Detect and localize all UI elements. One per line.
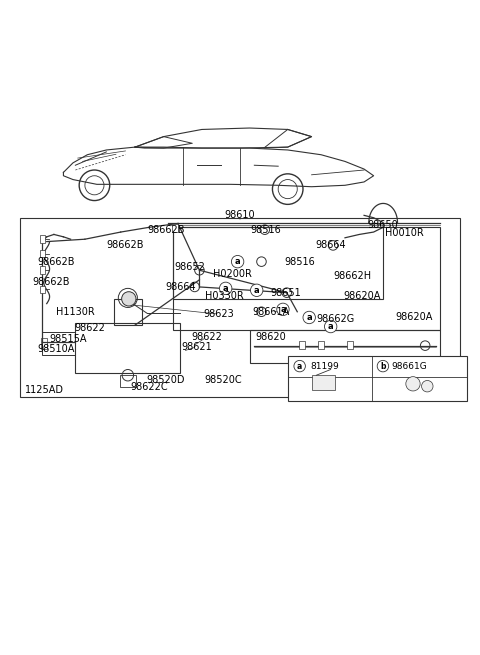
Text: 98662B: 98662B: [37, 257, 75, 267]
Text: H1130R: H1130R: [56, 307, 95, 317]
Text: 98651: 98651: [270, 288, 300, 297]
Bar: [318, 341, 324, 349]
Circle shape: [219, 282, 232, 295]
Bar: [75, 323, 180, 373]
Bar: [39, 235, 45, 243]
Text: 98520C: 98520C: [204, 375, 242, 385]
Text: a: a: [254, 286, 260, 295]
Bar: [39, 286, 45, 293]
Circle shape: [421, 381, 433, 392]
Text: H0200R: H0200R: [214, 269, 252, 279]
Bar: [172, 225, 178, 232]
Text: 98622: 98622: [74, 324, 105, 333]
Text: a: a: [280, 305, 286, 314]
Text: 98610: 98610: [225, 210, 255, 220]
Text: H0330R: H0330R: [205, 291, 244, 301]
Text: a: a: [306, 313, 312, 322]
Text: a: a: [297, 362, 302, 371]
Text: 98621: 98621: [181, 342, 213, 352]
Text: 98650: 98650: [368, 220, 398, 230]
Text: 98620: 98620: [256, 332, 287, 342]
Text: b: b: [380, 362, 385, 371]
Text: 81199: 81199: [311, 362, 339, 371]
Text: H0010R: H0010R: [385, 229, 424, 238]
Text: 98662B: 98662B: [147, 225, 185, 234]
Circle shape: [231, 255, 244, 268]
Bar: [42, 332, 75, 355]
Circle shape: [251, 284, 263, 297]
Text: 98662H: 98662H: [333, 271, 371, 281]
Text: 98661G: 98661G: [392, 362, 427, 371]
Bar: [347, 341, 353, 349]
Circle shape: [406, 377, 420, 391]
Text: 98620A: 98620A: [396, 312, 433, 322]
Circle shape: [277, 303, 289, 316]
Bar: [288, 356, 467, 402]
Bar: [173, 227, 383, 299]
Text: 98510A: 98510A: [37, 344, 75, 354]
Bar: [41, 339, 47, 349]
Text: 98620A: 98620A: [343, 291, 380, 301]
Text: 98664: 98664: [315, 240, 346, 250]
Text: 98623: 98623: [203, 309, 234, 319]
Circle shape: [294, 360, 305, 372]
Text: 98516: 98516: [251, 225, 282, 234]
Text: 98652: 98652: [174, 263, 205, 272]
Text: 98661A: 98661A: [252, 307, 289, 317]
Text: 98515A: 98515A: [49, 335, 87, 345]
Text: a: a: [223, 284, 228, 293]
Bar: [114, 299, 142, 325]
Bar: [39, 250, 45, 257]
Text: 98662B: 98662B: [107, 240, 144, 250]
Bar: [173, 227, 441, 330]
Bar: [312, 375, 336, 390]
Bar: [120, 375, 136, 386]
Text: 98520D: 98520D: [147, 375, 185, 385]
Text: 98622C: 98622C: [131, 382, 168, 392]
Circle shape: [324, 320, 337, 333]
Bar: [299, 341, 305, 349]
Text: 98622: 98622: [191, 332, 222, 342]
Bar: [21, 217, 459, 397]
Text: a: a: [328, 322, 334, 331]
Circle shape: [303, 311, 315, 324]
Text: 98516: 98516: [284, 257, 315, 267]
Text: 98664: 98664: [165, 282, 196, 292]
Text: 98662B: 98662B: [33, 276, 70, 287]
Bar: [39, 267, 45, 274]
Text: a: a: [235, 257, 240, 266]
Text: 98662G: 98662G: [316, 314, 355, 324]
Circle shape: [377, 360, 389, 372]
Text: 1125AD: 1125AD: [25, 386, 64, 396]
Circle shape: [121, 291, 136, 306]
